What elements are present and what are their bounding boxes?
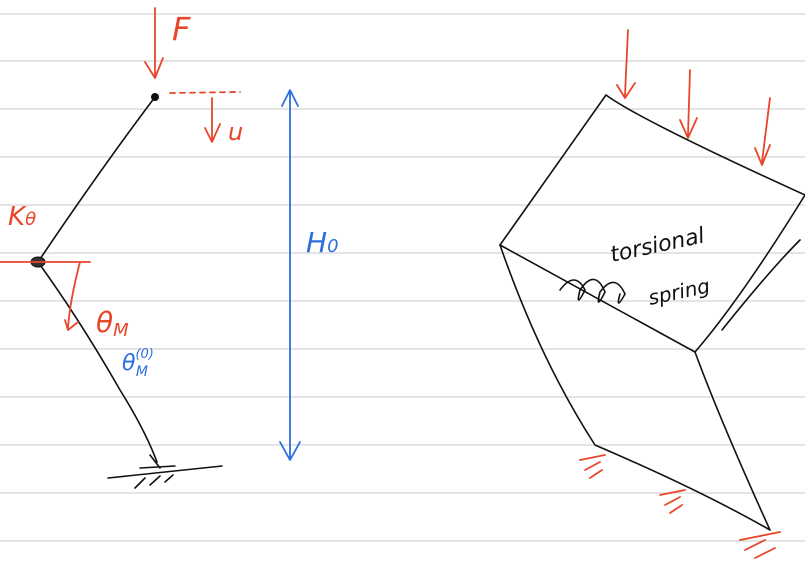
spring-label: torsional bbox=[608, 224, 707, 268]
reference-dash bbox=[170, 92, 240, 93]
stiffness-label: Kθ bbox=[8, 202, 36, 232]
load-arrow bbox=[617, 30, 635, 98]
notebook-page: F u Kθ H0 θM θ(0)M torsional spring bbox=[0, 0, 805, 565]
support-mark bbox=[740, 532, 780, 558]
angle-label: θM bbox=[96, 306, 129, 341]
force-arrow bbox=[145, 8, 163, 78]
height-arrow bbox=[280, 90, 300, 460]
support-mark bbox=[580, 455, 605, 478]
height-label: H0 bbox=[306, 226, 339, 259]
force-label: F bbox=[172, 10, 191, 48]
load-arrow bbox=[680, 70, 697, 138]
top-joint bbox=[151, 93, 159, 101]
ground-support bbox=[108, 455, 222, 488]
bottom-panel bbox=[500, 245, 770, 530]
bars bbox=[38, 97, 157, 462]
load-arrow bbox=[755, 98, 770, 165]
initial-angle-label: θ(0)M bbox=[122, 347, 154, 380]
displacement-label: u bbox=[228, 118, 243, 146]
spring-label: spring bbox=[646, 273, 712, 309]
displacement-arrow bbox=[205, 98, 220, 142]
left-mechanism: F u Kθ H0 θM θ(0)M bbox=[0, 8, 339, 488]
top-panel bbox=[500, 95, 805, 352]
